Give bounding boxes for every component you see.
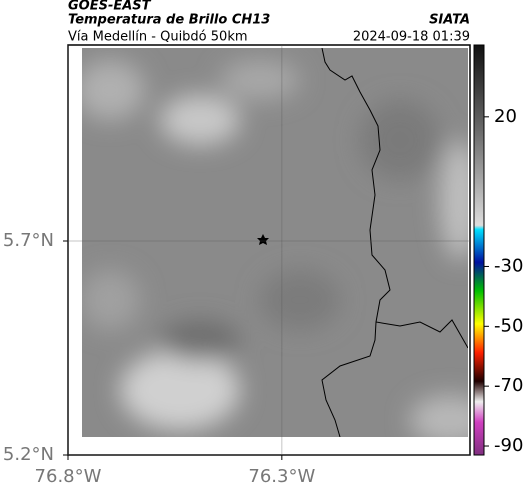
colorbar-tick-label: -30 (494, 255, 523, 276)
title: Temperatura de Brillo CH13 (68, 13, 270, 28)
lon-tick-label: 76.3°W (248, 466, 315, 487)
location-star (257, 234, 269, 245)
colorbar-tick-label: -90 (494, 435, 523, 456)
datetime: 2024-09-18 01:39 (353, 30, 470, 45)
colorbar-tick-label: -70 (494, 375, 523, 396)
lat-tick-label: 5.7°N (3, 230, 54, 251)
org: SIATA (429, 13, 470, 28)
cloud-texture (82, 60, 468, 437)
colorbar-tick-label: 20 (494, 106, 517, 127)
lon-tick-label: 76.8°W (35, 466, 102, 487)
subtitle: Vía Medellín - Quibdó 50km (68, 30, 248, 45)
map-frame (67, 44, 471, 456)
lat-tick-label: 5.2°N (3, 444, 54, 465)
colorbar-tick-label: -50 (494, 315, 523, 336)
border-line (321, 48, 468, 437)
colorbar (473, 44, 485, 456)
satellite-image (82, 48, 468, 437)
source: GOES-EAST (68, 0, 152, 14)
